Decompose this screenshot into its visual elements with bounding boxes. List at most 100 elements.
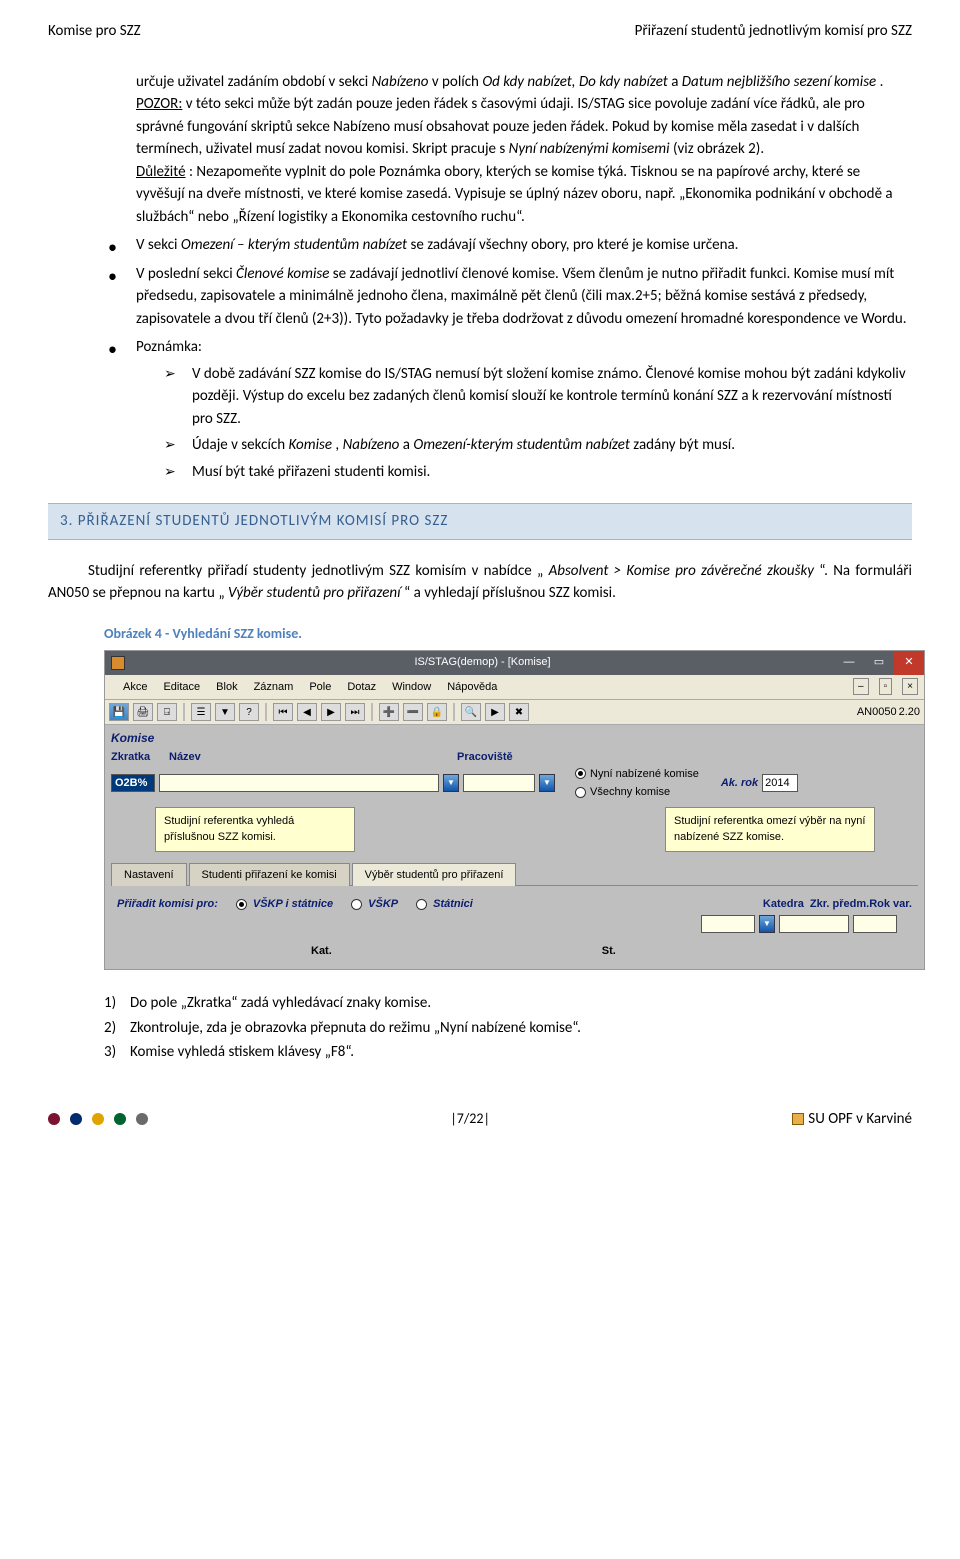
- pracoviste-input[interactable]: [463, 774, 535, 792]
- nazev-dropdown-icon[interactable]: ▼: [443, 774, 459, 792]
- query-icon[interactable]: 🔍: [461, 703, 481, 721]
- t: Komise: [289, 436, 333, 454]
- radio-vskp[interactable]: VŠKP: [351, 896, 398, 913]
- header-left: Komise pro SZZ: [48, 20, 141, 43]
- menu-blok[interactable]: Blok: [212, 678, 241, 697]
- cancel-icon[interactable]: ✖: [509, 703, 529, 721]
- table-header: Kat. St.: [111, 937, 918, 960]
- radio-vsechny[interactable]: Všechny komise: [575, 784, 699, 801]
- tab-nastaveni[interactable]: Nastavení: [111, 863, 187, 887]
- menu-dotaz[interactable]: Dotaz: [343, 678, 380, 697]
- radio-label: VŠKP i státnice: [253, 896, 333, 913]
- t: SU OPF v Karviné: [808, 1110, 912, 1128]
- t: Omezení – kterým studentům nabízet: [181, 236, 407, 254]
- ak-rok-input[interactable]: [762, 774, 798, 792]
- callout-right: Studijní referentka omezí výběr na nyní …: [665, 807, 875, 852]
- t: V sekci: [136, 236, 181, 254]
- mdi-max-icon[interactable]: ▫: [879, 678, 893, 695]
- t: Poznámka:: [136, 338, 202, 356]
- th-st: St.: [602, 943, 616, 960]
- katedra-dropdown-icon[interactable]: ▼: [759, 915, 775, 933]
- minimize-button[interactable]: —: [834, 651, 864, 675]
- zkratka-input[interactable]: [111, 774, 155, 792]
- dot-icon: [114, 1113, 126, 1125]
- t: a: [403, 436, 414, 454]
- nazev-input[interactable]: [159, 774, 439, 792]
- radio-dot-icon: [351, 899, 362, 910]
- section-label-komise: Komise: [111, 729, 918, 747]
- help-icon[interactable]: ?: [239, 703, 259, 721]
- next-icon[interactable]: ▶: [321, 703, 341, 721]
- lock-icon[interactable]: 🔒: [427, 703, 447, 721]
- first-icon[interactable]: ⏮: [273, 703, 293, 721]
- step-text: Do pole „Zkratka“ zadá vyhledávací znaky…: [130, 994, 431, 1012]
- execute-icon[interactable]: ▶: [485, 703, 505, 721]
- window-titlebar[interactable]: IS/STAG(demop) - [Komise] — ▭ ✕: [105, 651, 924, 675]
- zkr-predm-input[interactable]: [779, 915, 849, 933]
- toolbar-separator: [453, 703, 455, 721]
- t: (viz obrázek 2).: [673, 140, 764, 158]
- radio-label: Nyní nabízené komise: [590, 766, 699, 783]
- radio-dot-icon: [575, 768, 586, 779]
- t: Musí být také přiřazeni studenti komisi.: [192, 463, 430, 481]
- radio-nyni-nabizene[interactable]: Nyní nabízené komise: [575, 766, 699, 783]
- app-icon: [111, 656, 125, 670]
- close-button[interactable]: ✕: [894, 651, 924, 675]
- t: Studijní referentky přiřadí studenty jed…: [88, 562, 543, 580]
- callout-text: Studijní referentka omezí výběr na nyní …: [674, 815, 865, 844]
- katedra-input[interactable]: [701, 915, 755, 933]
- menu-editace[interactable]: Editace: [159, 678, 204, 697]
- t: Absolvent > Komise pro závěrečné zkoušky: [549, 562, 814, 580]
- t: v polích: [432, 73, 482, 91]
- step-text: Zkontroluje, zda je obrazovka přepnuta d…: [130, 1019, 581, 1037]
- step-num: 2): [104, 1017, 116, 1040]
- t: Důležité: [136, 163, 186, 181]
- radio-vskp-statnice[interactable]: VŠKP i státnice: [236, 896, 333, 913]
- form-area: Komise Zkratka Název Pracoviště ▼ ▼ Nyní…: [105, 725, 924, 969]
- menu-window[interactable]: Window: [388, 678, 435, 697]
- radio-dot-icon: [575, 787, 586, 798]
- t: V poslední sekci: [136, 265, 236, 283]
- logo-square-icon: [792, 1113, 804, 1125]
- menu-zaznam[interactable]: Záznam: [250, 678, 298, 697]
- rok-var-input[interactable]: [853, 915, 897, 933]
- th-kat: Kat.: [311, 943, 332, 960]
- dot-icon: [70, 1113, 82, 1125]
- prev-icon[interactable]: ◀: [297, 703, 317, 721]
- exit-icon[interactable]: ⍈: [157, 703, 177, 721]
- radio-statnici[interactable]: Státnici: [416, 896, 473, 913]
- menu-akce[interactable]: Akce: [119, 678, 151, 697]
- t: zadány být musí.: [633, 436, 735, 454]
- maximize-button[interactable]: ▭: [864, 651, 894, 675]
- header-right: Přiřazení studentů jednotlivým komisí pr…: [635, 20, 912, 43]
- tab-strip: Nastavení Studenti přiřazení ke komisi V…: [111, 862, 918, 887]
- form-code: AN0050: [857, 704, 897, 721]
- form-version: 2.20: [899, 704, 920, 721]
- sub-1: V době zadávání SZZ komise do IS/STAG ne…: [164, 363, 912, 431]
- print-icon[interactable]: 🖨: [133, 703, 153, 721]
- list-icon[interactable]: ☰: [191, 703, 211, 721]
- tab-vyber-studentu[interactable]: Výběr studentů pro přiřazení: [352, 863, 517, 887]
- bullet-poznamka: Poznámka: V době zadávání SZZ komise do …: [108, 336, 912, 483]
- toolbar-separator: [183, 703, 185, 721]
- delete-icon[interactable]: ➖: [403, 703, 423, 721]
- pracoviste-dropdown-icon[interactable]: ▼: [539, 774, 555, 792]
- toolbar-separator: [371, 703, 373, 721]
- menu-pole[interactable]: Pole: [305, 678, 335, 697]
- step-3: 3)Komise vyhledá stiskem klávesy „F8“.: [104, 1041, 912, 1064]
- insert-icon[interactable]: ➕: [379, 703, 399, 721]
- save-icon[interactable]: 💾: [109, 703, 129, 721]
- dot-icon: [92, 1113, 104, 1125]
- last-icon[interactable]: ⏭: [345, 703, 365, 721]
- t: Datum nejbližšího sezení komise: [682, 73, 876, 91]
- t: Nyní nabízenými komisemi: [509, 140, 670, 158]
- menu-napoveda[interactable]: Nápověda: [443, 678, 501, 697]
- t: Výběr studentů pro přiřazení: [228, 584, 401, 602]
- label-zkr-predm: Zkr. předm.Rok var.: [810, 896, 912, 913]
- footer-dots: [48, 1113, 148, 1125]
- mdi-close-icon[interactable]: ×: [902, 678, 918, 695]
- step-text: Komise vyhledá stiskem klávesy „F8“.: [130, 1043, 354, 1061]
- down-icon[interactable]: ▼: [215, 703, 235, 721]
- tab-studenti-prirazeni[interactable]: Studenti přiřazení ke komisi: [189, 863, 350, 887]
- mdi-min-icon[interactable]: –: [853, 678, 869, 695]
